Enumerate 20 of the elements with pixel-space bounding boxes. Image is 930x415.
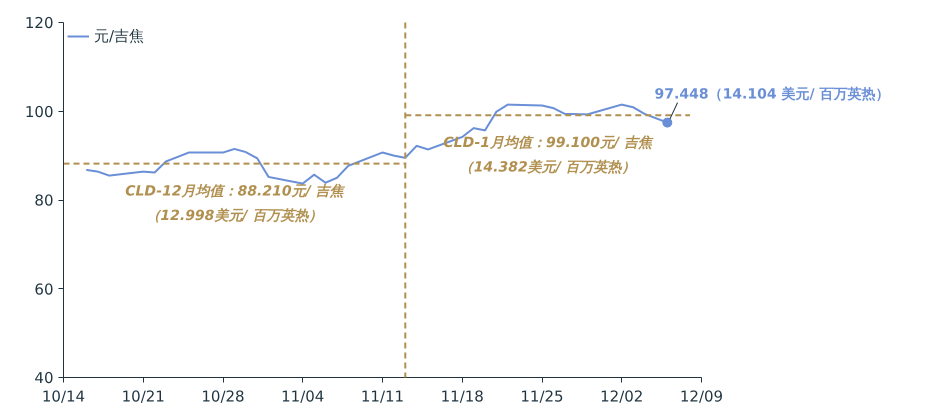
x-tick-label: 12/02 <box>600 388 644 406</box>
x-tick-label: 10/21 <box>122 388 165 406</box>
y-tick-label: 60 <box>34 280 54 298</box>
x-tick-label: 11/04 <box>281 388 324 406</box>
x-tick-label: 11/18 <box>440 388 484 406</box>
x-tick-label: 12/09 <box>680 388 724 406</box>
annotation: CLD-12月均值：88.210元/ 吉焦 <box>125 184 346 200</box>
x-tick-label: 11/11 <box>360 388 404 406</box>
x-tick-label: 10/28 <box>201 388 245 406</box>
y-tick-label: 40 <box>34 369 54 387</box>
x-tick-label: 11/25 <box>520 388 564 406</box>
x-tick-label: 10/14 <box>42 388 86 406</box>
annotation: 97.448（14.104 美元/ 百万英热） <box>654 86 890 103</box>
annotation: （12.998美元/ 百万英热） <box>146 206 322 224</box>
annotation: （14.382美元/ 百万英热） <box>460 158 636 176</box>
y-tick-label: 80 <box>34 192 54 210</box>
y-tick-label: 100 <box>24 102 54 121</box>
annotation: CLD-1月均值：99.100元/ 吉焦 <box>443 135 654 152</box>
legend-label: 元/吉焦 <box>94 26 144 46</box>
y-tick-label: 120 <box>24 14 54 32</box>
